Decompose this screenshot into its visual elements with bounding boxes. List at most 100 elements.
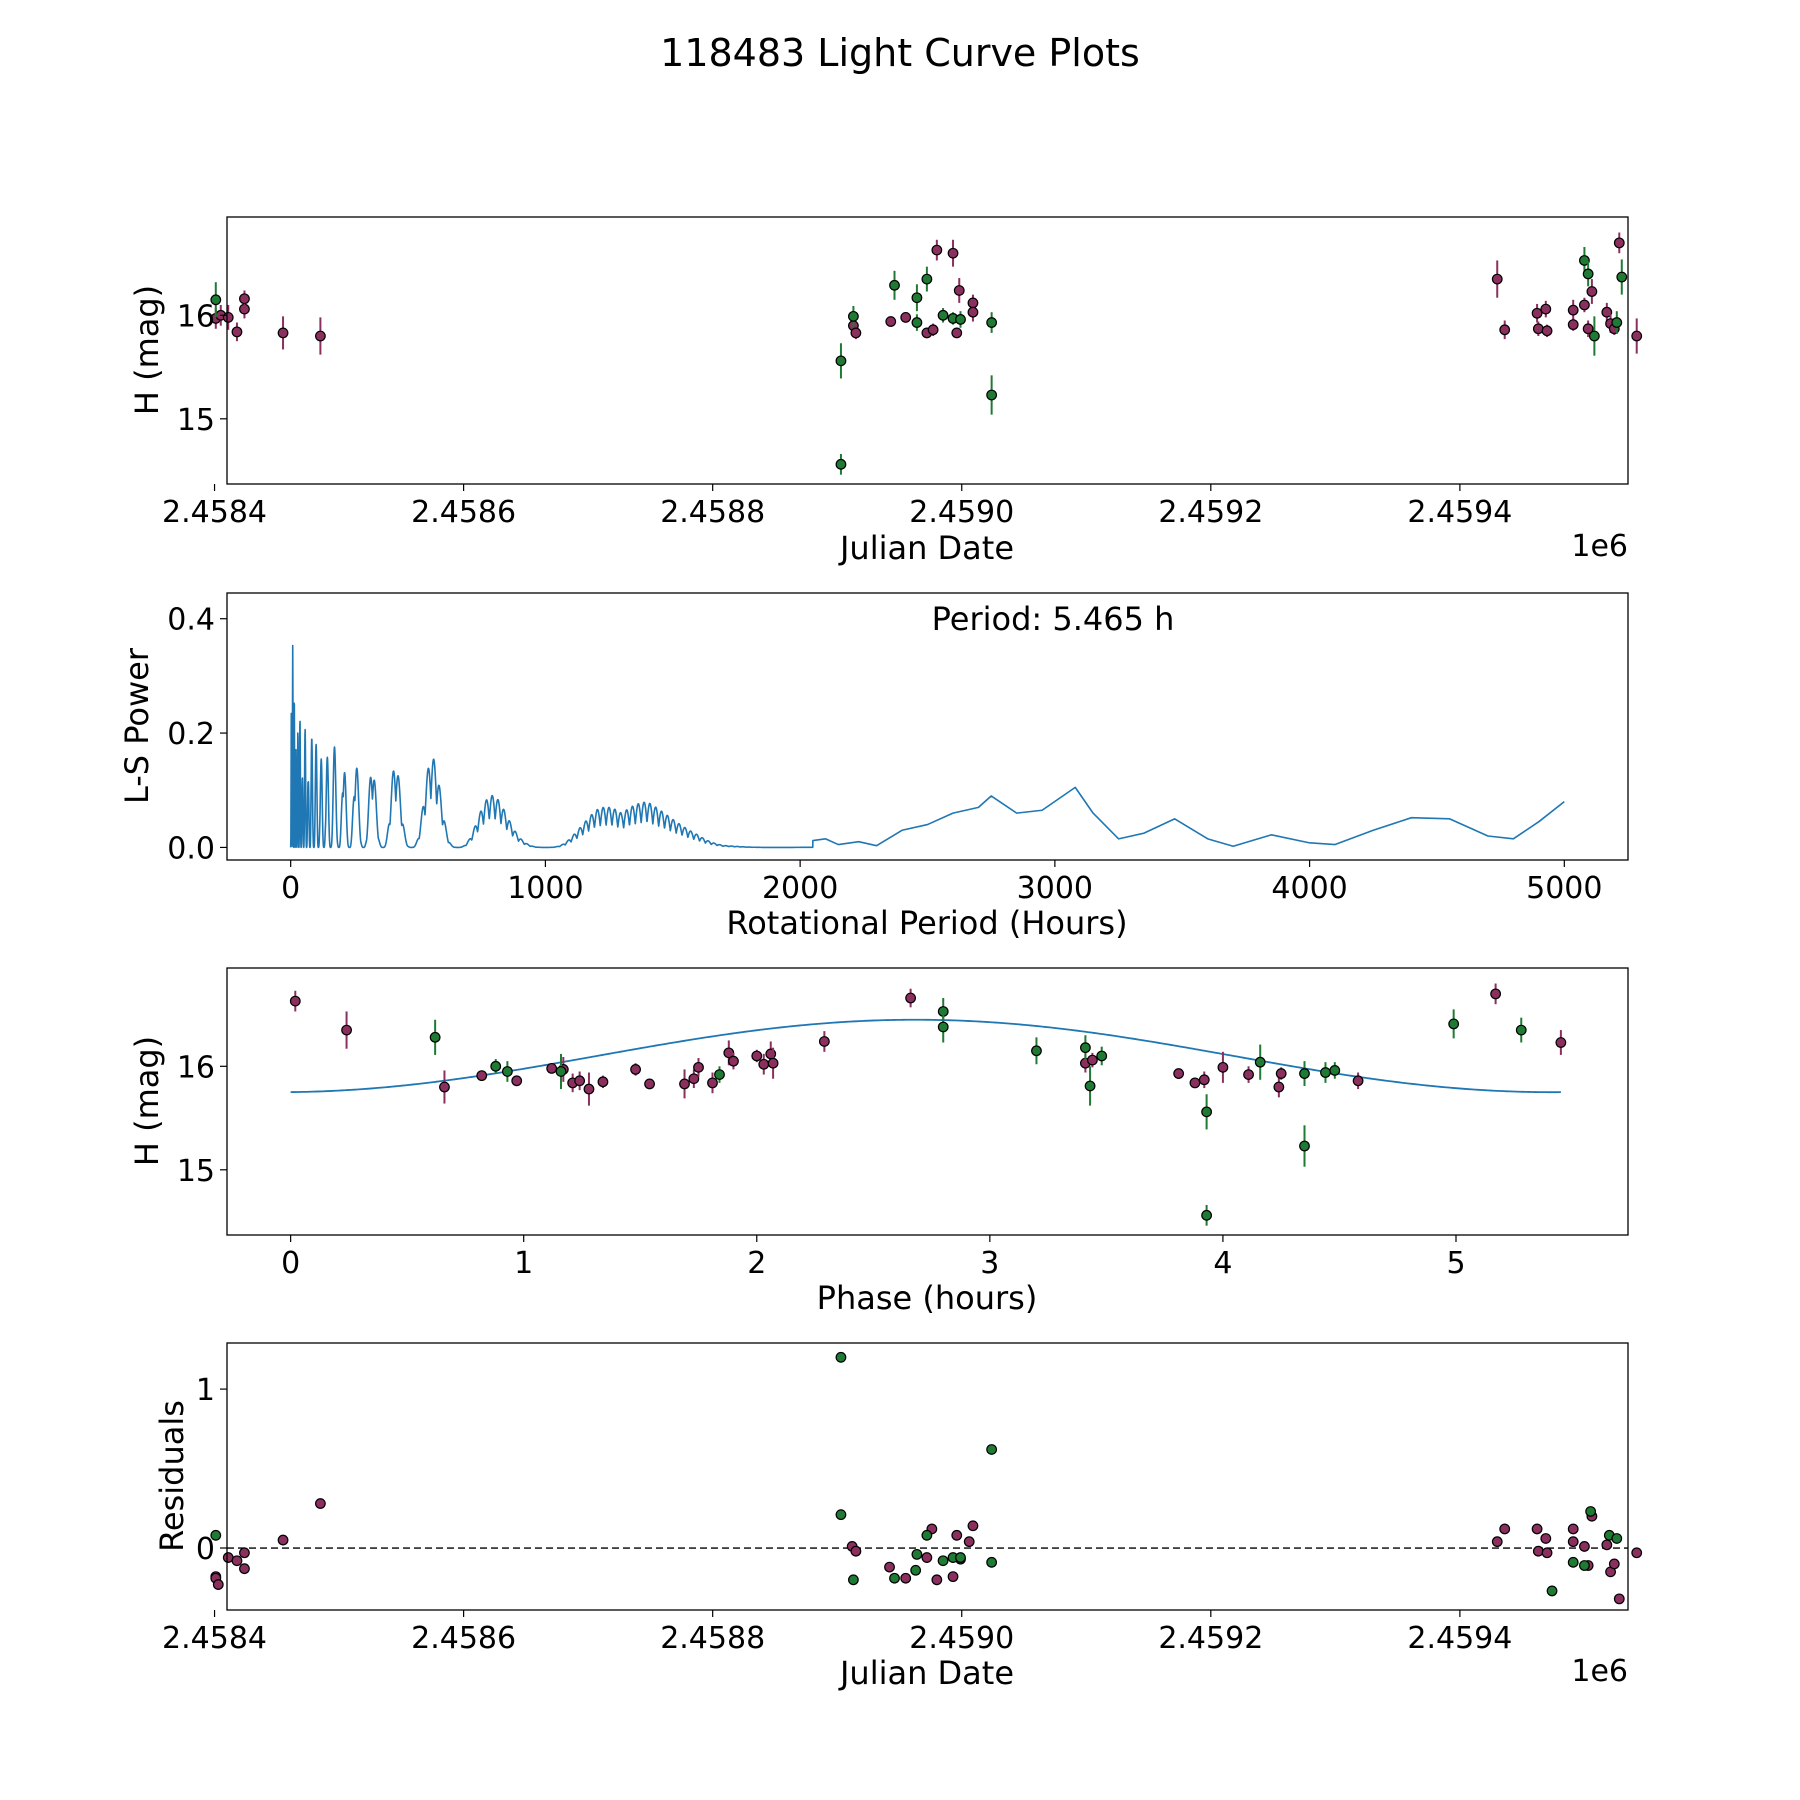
data-point-magenta: [951, 327, 963, 339]
data-point-magenta: [707, 1077, 718, 1089]
y-tick-label: 0: [196, 1532, 215, 1567]
x-tick-label: 5: [1446, 1246, 1465, 1281]
data-point-green: [1546, 1585, 1558, 1597]
data-point-magenta: [439, 1081, 450, 1093]
data-point-green: [986, 1444, 998, 1455]
data-point-green: [986, 317, 998, 328]
data-point-magenta: [751, 1050, 763, 1062]
data-point-magenta: [1601, 1539, 1613, 1551]
phased-axes-frame: [226, 967, 1629, 1236]
periodogram-plot-area: [289, 644, 1565, 849]
data-point-green: [1201, 1209, 1213, 1221]
data-point-green: [501, 1066, 513, 1077]
data-point-green: [921, 1529, 933, 1541]
data-point-green: [1611, 317, 1623, 328]
data-point-green: [1201, 1106, 1213, 1118]
data-point-magenta: [850, 1545, 862, 1557]
data-point-magenta: [1490, 988, 1502, 1000]
data-point-magenta: [1567, 1523, 1579, 1535]
data-point-magenta: [212, 1579, 224, 1590]
data-point-magenta: [1579, 1541, 1590, 1552]
residuals-ticks: 2.4584 2.4586 2.4588 2.4590 2.4592 2.4594 0 1: [162, 1373, 1512, 1656]
x-tick-label: 1000: [507, 871, 583, 906]
data-point-magenta: [315, 330, 326, 342]
data-point-green: [210, 1529, 222, 1541]
x-tick-label: 2: [747, 1246, 766, 1281]
data-point-green: [1567, 1556, 1579, 1568]
data-point-green: [937, 1021, 949, 1033]
y-tick-label: 16: [177, 299, 215, 334]
data-point-green: [1329, 1065, 1341, 1076]
data-point-magenta: [574, 1075, 586, 1087]
y-tick-label: 15: [177, 403, 215, 438]
data-point-green: [555, 1066, 567, 1077]
data-point-green: [429, 1031, 441, 1043]
data-point-magenta: [277, 327, 289, 339]
data-point-magenta: [1532, 323, 1544, 335]
data-point-green: [1084, 1080, 1096, 1092]
data-point-green: [1320, 1067, 1331, 1078]
lightcurve-axes-frame: [226, 216, 1629, 485]
x-tick-label: 2000: [762, 871, 838, 906]
data-point-green: [921, 273, 933, 285]
data-point-magenta: [1491, 273, 1503, 285]
data-point-green: [210, 294, 222, 306]
data-point-green: [835, 458, 847, 470]
data-point-green: [1611, 1533, 1623, 1544]
x-tick-label: 4: [1213, 1246, 1232, 1281]
data-point-magenta: [341, 1024, 352, 1036]
data-point-green: [835, 1351, 847, 1363]
data-point-green: [937, 309, 949, 321]
x-tick-label: 0: [281, 1246, 300, 1281]
data-point-magenta: [927, 324, 939, 336]
data-point-green: [986, 389, 998, 401]
phased-ticks: 0 1 2 3 4 5 15 16: [177, 1050, 1466, 1281]
data-point-magenta: [1567, 1536, 1579, 1548]
phased-x-axis-label: Phase (hours): [817, 1279, 1038, 1317]
data-point-green: [1080, 1042, 1091, 1054]
data-point-green: [911, 317, 923, 328]
y-tick-label: 15: [177, 1154, 215, 1189]
phased-plot-area: [289, 983, 1567, 1226]
periodogram-ticks: 0 1000 2000 3000 4000 5000 0.0 0.2 0.4: [167, 603, 1602, 906]
x-tick-label: 2.4594: [1407, 1621, 1512, 1656]
data-point-magenta: [967, 306, 979, 318]
data-point-magenta: [1613, 237, 1625, 249]
data-point-magenta: [963, 1536, 975, 1548]
data-point-magenta: [1189, 1077, 1201, 1089]
periodogram-annotation: Period: 5.465 h: [932, 600, 1175, 638]
data-point-green: [1588, 330, 1600, 342]
phased-panel: 0 1 2 3 4 5 15 16 Phase (hours) H (mag): [128, 967, 1629, 1317]
phased-y-axis-label: H (mag): [128, 1036, 166, 1166]
data-point-magenta: [1540, 303, 1552, 315]
data-point-magenta: [905, 992, 917, 1004]
data-point-magenta: [1217, 1061, 1229, 1073]
data-point-green: [1254, 1056, 1266, 1068]
y-tick-label: 0.0: [167, 831, 215, 866]
data-point-green: [1299, 1068, 1310, 1079]
periodogram-line: [289, 644, 1565, 849]
y-tick-label: 16: [177, 1050, 215, 1085]
data-point-green: [835, 1509, 847, 1521]
data-point-magenta: [1613, 1593, 1625, 1605]
data-point-magenta: [1579, 299, 1590, 311]
data-point-magenta: [1491, 1536, 1503, 1548]
data-point-magenta: [947, 1571, 959, 1583]
data-point-green: [1582, 268, 1594, 280]
data-point-green: [1579, 255, 1590, 266]
data-point-magenta: [951, 1529, 963, 1541]
data-point-green: [986, 1556, 998, 1568]
data-point-magenta: [947, 247, 959, 259]
lightcurve-y-axis-label: H (mag): [128, 285, 166, 415]
x-tick-label: 3: [980, 1246, 999, 1281]
data-point-green: [889, 1572, 900, 1584]
residuals-panel: 2.4584 2.4586 2.4588 2.4590 2.4592 2.4594 0 1 J…: [153, 1342, 1643, 1692]
data-point-magenta: [884, 1561, 895, 1573]
data-point-magenta: [1499, 1523, 1511, 1535]
data-point-magenta: [1499, 324, 1511, 336]
data-point-green: [1579, 1560, 1590, 1571]
x-tick-label: 5000: [1526, 871, 1602, 906]
data-point-magenta: [315, 1498, 326, 1509]
